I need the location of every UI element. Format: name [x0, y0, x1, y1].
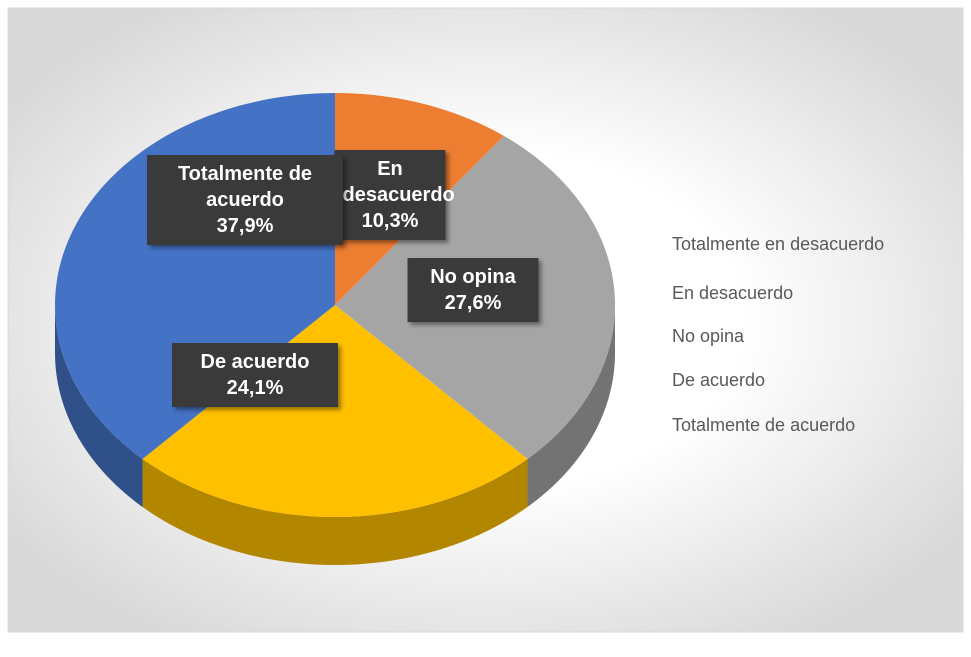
data-label-category: Totalmente de acuerdo: [177, 163, 313, 211]
slice-side: [142, 458, 528, 565]
data-label-value: 27,6%: [444, 292, 502, 314]
legend-label: Totalmente de acuerdo: [672, 415, 856, 435]
data-label-category: En desacuerdo: [342, 158, 455, 206]
legend-entry: No opina: [672, 326, 744, 347]
slice: [142, 305, 528, 517]
data-label: En desacuerdo 10,3%: [334, 150, 455, 240]
data-label-value: 10,3%: [361, 210, 419, 232]
legend-label: De acuerdo: [672, 370, 766, 390]
legend-label: En desacuerdo: [672, 283, 794, 303]
legend-entry: En desacuerdo: [672, 283, 793, 304]
legend-entry: De acuerdo: [672, 370, 765, 391]
data-label-value: 24,1%: [226, 377, 284, 399]
legend-entry: Totalmente en desacuerdo: [672, 234, 884, 255]
data-label: No opina 27,6%: [407, 258, 539, 322]
slice-side: [55, 305, 143, 507]
legend-entry: Totalmente de acuerdo: [672, 415, 855, 436]
legend-label: Totalmente en desacuerdo: [672, 234, 885, 254]
data-label: De acuerdo 24,1%: [172, 343, 338, 407]
legend-label: No opina: [672, 326, 745, 346]
data-label-category: No opina: [430, 266, 516, 288]
data-label: Totalmente de acuerdo 37,9%: [147, 155, 343, 245]
data-label-value: 37,9%: [216, 215, 274, 237]
data-label-category: De acuerdo: [200, 351, 310, 373]
slice-side: [527, 305, 615, 507]
